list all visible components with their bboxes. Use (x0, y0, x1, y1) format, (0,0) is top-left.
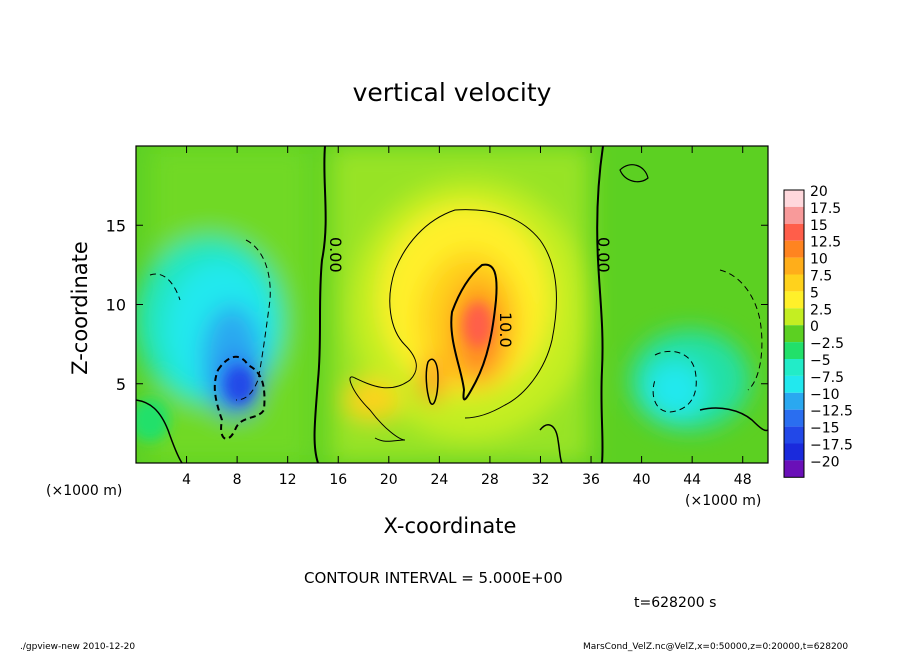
colorbar-swatch (784, 409, 804, 427)
colorbar-label: −12.5 (810, 404, 853, 420)
colorbar-swatch (784, 359, 804, 376)
colorbar-label: 5 (810, 285, 819, 301)
contour-10-small (425, 358, 439, 405)
contour-label-right: 0.00 (594, 237, 613, 273)
x-tick-label: 4 (182, 472, 191, 488)
contour-small-top (619, 164, 649, 183)
y-tick-label: 5 (116, 375, 126, 394)
colorbar-swatch (784, 342, 804, 359)
colorbar-swatch (784, 460, 804, 478)
x-tick-label: 20 (380, 472, 398, 488)
colorbar-swatch (784, 392, 804, 410)
colorbar-swatch (784, 274, 804, 292)
x-tick-label: 16 (329, 472, 347, 488)
x-tick-label: 32 (532, 472, 550, 488)
colorbar-label: 17.5 (810, 201, 841, 217)
x-unit-label-left: (×1000 m) (46, 483, 123, 499)
colorbar-label: 12.5 (810, 235, 841, 251)
colorbar-label: 15 (810, 218, 828, 234)
y-axis-label: Z-coordinate (68, 241, 92, 375)
colorbar-swatch (784, 308, 804, 326)
contour-neg5-left (149, 239, 271, 401)
colorbar-label: 0 (810, 319, 819, 335)
chart-title: vertical velocity (352, 78, 552, 107)
contour-neg10 (213, 355, 266, 440)
x-tick-label: 24 (430, 472, 448, 488)
colorbar-label: 7.5 (810, 269, 832, 285)
colorbar-swatch (784, 443, 804, 461)
zero-contour-right (596, 146, 604, 463)
colorbar-label: −5 (810, 353, 831, 369)
colorbar-label: 10 (810, 252, 828, 268)
colorbar-swatch (784, 291, 804, 309)
colorbar-label: −15 (810, 421, 840, 437)
x-unit-label-right: (×1000 m) (685, 493, 762, 509)
y-tick-label: 15 (106, 216, 126, 235)
colorbar-swatch (784, 375, 804, 393)
x-tick-label: 8 (233, 472, 242, 488)
footer-left: ./gpview-new 2010-12-20 (20, 642, 136, 652)
colorbar-label: −20 (810, 454, 840, 470)
colorbar-label: −2.5 (810, 336, 844, 352)
footer-right: MarsCond_VelZ.nc@VelZ,x=0:50000,z=0:2000… (583, 642, 849, 652)
x-tick-label: 40 (633, 472, 651, 488)
x-tick-label: 44 (683, 472, 701, 488)
x-tick-label: 36 (582, 472, 600, 488)
colorbar-swatch (784, 190, 804, 207)
colorbar-swatch (784, 223, 804, 241)
x-axis-label: X-coordinate (383, 514, 517, 538)
x-axis: 4 8 12 16 20 24 28 32 36 40 44 48 (182, 146, 752, 488)
colorbar-label: −10 (810, 387, 840, 403)
colorbar-swatch (784, 426, 804, 444)
colorbar-swatch (784, 257, 804, 275)
colorbar-label: 2.5 (810, 302, 832, 318)
velocity-field: 0.00 10.0 0.00 (136, 146, 768, 463)
colorbar-label: −7.5 (810, 370, 844, 386)
colorbar-label: −17.5 (810, 438, 853, 454)
colorbar-swatch (784, 240, 804, 258)
contour-5 (349, 209, 557, 442)
contour-label-center: 10.0 (496, 312, 515, 348)
x-tick-label: 12 (279, 472, 297, 488)
colorbar-frame (783, 189, 805, 478)
contour-label-left: 0.00 (326, 237, 345, 273)
zero-contour-left (313, 146, 327, 463)
contour-10 (450, 263, 498, 401)
y-tick-label: 10 (106, 296, 126, 315)
y-axis: 5 10 15 (106, 216, 768, 394)
contour-interval: CONTOUR INTERVAL = 5.000E+00 (304, 569, 563, 587)
colorbar-label: 20 (810, 184, 828, 200)
colorbar-swatch (784, 206, 804, 224)
x-tick-label: 48 (734, 472, 752, 488)
contour-zero-bottom (136, 399, 768, 463)
contour-neg5-right (652, 269, 763, 413)
x-tick-label: 28 (481, 472, 499, 488)
time-label: t=628200 s (634, 595, 717, 611)
colorbar-swatch (784, 325, 804, 343)
contour-lines (136, 146, 768, 463)
colorbar: 2017.51512.5107.552.50−2.5−5−7.5−10−12.5… (783, 184, 853, 478)
